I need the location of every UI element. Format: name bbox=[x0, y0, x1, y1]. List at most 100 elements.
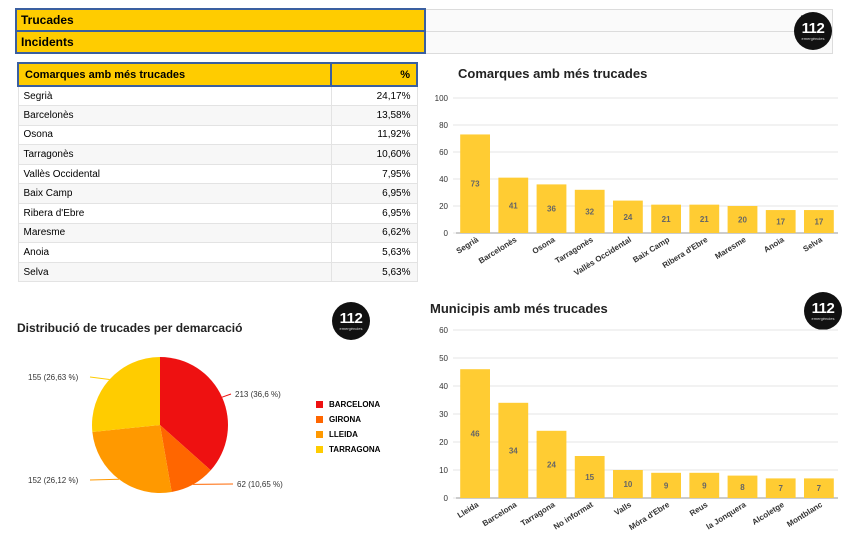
table-row: Maresme 6,62% bbox=[17, 222, 418, 244]
data-label: 17 bbox=[776, 218, 785, 227]
comarca-pct: 5,63% bbox=[330, 261, 418, 283]
legend-swatch bbox=[316, 416, 323, 423]
comarca-pct: 6,95% bbox=[330, 183, 418, 205]
y-tick-label: 40 bbox=[439, 175, 448, 184]
x-tick-label: Maresme bbox=[713, 235, 748, 261]
pie-leader-line bbox=[221, 393, 232, 398]
x-tick-label: Valls bbox=[613, 500, 634, 518]
data-label: 36 bbox=[547, 205, 556, 214]
data-label: 21 bbox=[662, 215, 671, 224]
bar bbox=[727, 475, 758, 498]
table-row: Ribera d'Ebre 6,95% bbox=[17, 203, 418, 224]
comarca-pct: 6,95% bbox=[330, 203, 418, 224]
bar-chart-comarques: 0 20 40 60 80 100 73 Segrià 41 Barcelonès 36 Osona 3… bbox=[435, 94, 838, 278]
pie-slice-label: 62 (10,65 %) bbox=[237, 480, 283, 489]
bar bbox=[765, 210, 796, 233]
comarca-name: Vallès Occidental bbox=[17, 163, 332, 185]
data-label: 7 bbox=[817, 484, 822, 493]
pie-slice-label: 155 (26,63 %) bbox=[28, 373, 79, 382]
bar bbox=[536, 430, 567, 498]
y-tick-label: 40 bbox=[439, 382, 448, 391]
bar bbox=[727, 206, 758, 233]
pie-slice bbox=[92, 357, 160, 432]
bar bbox=[574, 189, 605, 233]
table-row: Baix Camp 6,95% bbox=[17, 183, 418, 205]
data-label: 32 bbox=[585, 207, 594, 216]
pie-leader-line bbox=[89, 478, 119, 481]
pie-slice-label: 213 (36,6 %) bbox=[235, 390, 281, 399]
pie-leader-line bbox=[89, 376, 110, 380]
summary-label: Trucades bbox=[15, 8, 426, 32]
comarques-header-pct: % bbox=[330, 62, 418, 87]
x-tick-label: Lleida bbox=[456, 500, 481, 520]
y-tick-label: 60 bbox=[439, 326, 448, 335]
bar bbox=[460, 369, 490, 498]
legend-swatch bbox=[316, 431, 323, 438]
legend-label: LLEIDA bbox=[329, 430, 358, 439]
comarques-header-name: Comarques amb més trucades bbox=[16, 62, 333, 87]
logo-112-pie: 112 emergències bbox=[332, 302, 370, 340]
x-tick-label: la Jonquera bbox=[705, 500, 748, 532]
legend-label: BARCELONA bbox=[329, 400, 381, 409]
pie-slice bbox=[92, 425, 172, 493]
summary-value: 549 bbox=[424, 30, 833, 54]
legend-item: BARCELONA bbox=[316, 397, 380, 412]
x-tick-label: Barcelona bbox=[481, 500, 519, 528]
comarca-name: Tarragonès bbox=[17, 144, 332, 165]
bar bbox=[804, 210, 834, 233]
logo-number: 112 bbox=[339, 310, 363, 327]
data-label: 41 bbox=[509, 201, 518, 210]
legend-item: LLEIDA bbox=[316, 427, 380, 442]
pie-chart-demarcacio: 213 (36,6 %) 62 (10,65 %) 152 (26,12 %) 155… bbox=[28, 357, 283, 493]
x-tick-label: No informat bbox=[552, 500, 595, 532]
comarca-pct: 6,62% bbox=[330, 222, 418, 244]
comarques-header-row: Comarques amb més trucades % bbox=[16, 62, 418, 87]
comarques-table: Comarques amb més trucades % Segrià 24,17… bbox=[16, 62, 418, 283]
data-label: 15 bbox=[585, 473, 594, 482]
legend-item: TARRAGONA bbox=[316, 442, 380, 457]
logo-subtitle: emergències bbox=[801, 36, 825, 41]
bar bbox=[536, 184, 567, 233]
chart-title-comarques: Comarques amb més trucades bbox=[458, 66, 648, 81]
comarca-name: Selva bbox=[17, 261, 332, 283]
summary-row-trucades: Trucades 596 bbox=[15, 8, 833, 32]
comarca-name: Anoia bbox=[17, 242, 332, 263]
logo-number: 112 bbox=[801, 20, 825, 37]
legend-label: GIRONA bbox=[329, 415, 361, 424]
bar bbox=[574, 456, 605, 498]
x-tick-label: Alcoletge bbox=[750, 500, 786, 527]
bar bbox=[498, 402, 529, 498]
comarca-name: Ribera d'Ebre bbox=[17, 203, 332, 224]
summary-label: Incidents bbox=[15, 30, 426, 54]
table-row: Segrià 24,17% bbox=[17, 85, 418, 107]
data-label: 17 bbox=[814, 218, 823, 227]
y-tick-label: 80 bbox=[439, 121, 448, 130]
bar bbox=[689, 204, 720, 233]
comarca-pct: 10,60% bbox=[330, 144, 418, 165]
y-tick-label: 10 bbox=[439, 466, 448, 475]
comarca-pct: 5,63% bbox=[330, 242, 418, 263]
bar bbox=[498, 177, 529, 233]
comarca-pct: 7,95% bbox=[330, 163, 418, 185]
x-tick-label: Barcelonès bbox=[477, 235, 519, 266]
x-tick-label: Selva bbox=[801, 235, 824, 254]
bar bbox=[460, 134, 490, 233]
legend-swatch bbox=[316, 401, 323, 408]
summary-row-incidents: Incidents 549 bbox=[15, 30, 833, 54]
comarca-name: Baix Camp bbox=[17, 183, 332, 205]
logo-112-top: 112 emergències bbox=[794, 12, 832, 50]
x-tick-label: Segrià bbox=[455, 235, 481, 256]
y-tick-label: 100 bbox=[435, 94, 449, 103]
table-row: Osona 11,92% bbox=[17, 124, 418, 146]
data-label: 9 bbox=[664, 481, 669, 490]
y-tick-label: 0 bbox=[444, 229, 449, 238]
table-row: Vallès Occidental 7,95% bbox=[17, 163, 418, 185]
comarca-pct: 11,92% bbox=[330, 124, 418, 146]
table-row: Barcelonès 13,58% bbox=[17, 105, 418, 126]
logo-subtitle: emergències bbox=[811, 316, 835, 321]
y-tick-label: 20 bbox=[439, 438, 448, 447]
legend-swatch bbox=[316, 446, 323, 453]
logo-number: 112 bbox=[811, 300, 835, 317]
comarca-name: Maresme bbox=[17, 222, 332, 244]
comarca-pct: 13,58% bbox=[330, 105, 418, 126]
